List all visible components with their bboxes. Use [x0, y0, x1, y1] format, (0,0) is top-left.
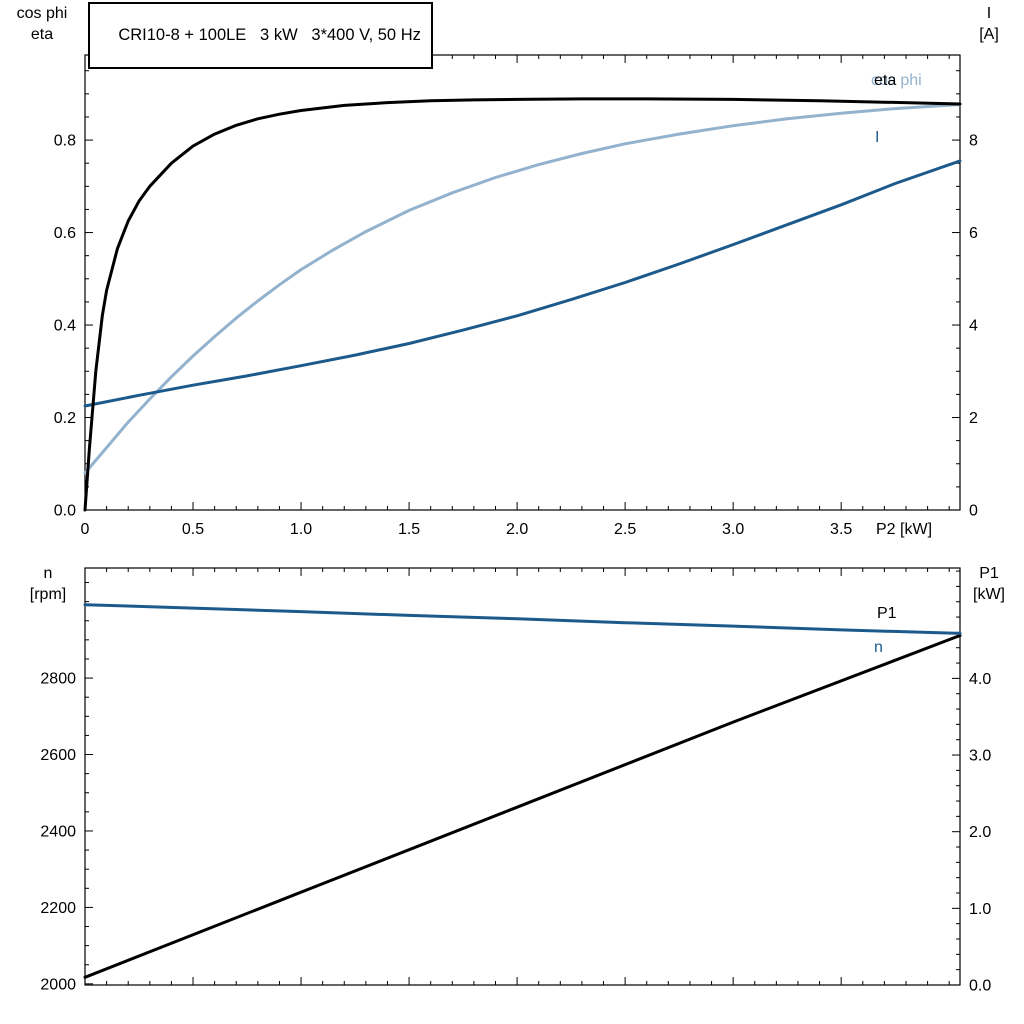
x-tick-label: 0.5	[182, 521, 204, 538]
series-eta	[83, 97, 962, 512]
axis-title-cos-phi: cos phi	[16, 5, 68, 22]
y-right-tick-label: 2.0	[969, 824, 991, 841]
axis-title-current: I	[986, 5, 992, 22]
y-right-tick-label: 4	[969, 318, 978, 335]
y-right-tick-label: 6	[969, 225, 978, 242]
axis-title-p1-unit: [kW]	[973, 585, 1005, 603]
axis-title-p1: P1	[979, 565, 999, 582]
y-left-tick-label: 0.8	[54, 133, 76, 150]
y-right-tick-label: 8	[969, 133, 978, 150]
x-tick-label: 1.5	[398, 521, 420, 538]
axis-title-n: n	[43, 565, 53, 582]
y-left-tick-label: 2200	[40, 900, 76, 917]
x-tick-label: 2.5	[614, 521, 636, 538]
curve-label-p1: P1	[877, 605, 897, 622]
x-tick-label: 1.0	[290, 521, 312, 538]
curve-label-current: I	[875, 129, 880, 146]
y-right-tick-label: 4.0	[969, 671, 991, 688]
x-tick-label: 0	[81, 521, 90, 538]
y-right-tick-label: 2	[969, 410, 978, 427]
x-axis-title-p2: P2 [kW]	[876, 521, 933, 538]
y-left-tick-label: 2400	[40, 823, 76, 840]
lower-left-axis-title: n [rpm]	[12, 564, 84, 606]
x-tick-label: 3.5	[830, 521, 852, 538]
curve-label-eta: eta	[874, 72, 897, 89]
series-P1	[83, 634, 962, 979]
x-tick-label: 2.0	[506, 521, 528, 538]
upper-left-axis-title: cos phi eta	[2, 4, 82, 46]
y-right-tick-label: 0.0	[969, 978, 991, 995]
y-left-tick-label: 0.2	[54, 410, 76, 427]
y-left-tick-label: 0.0	[54, 503, 76, 520]
x-tick-label: 3.0	[722, 521, 744, 538]
y-right-tick-label: 0	[969, 503, 978, 520]
upper-right-axis-title: I [A]	[958, 4, 1020, 46]
upper-chart-frame	[84, 54, 961, 511]
y-left-tick-label: 2800	[40, 671, 76, 688]
lower-chart-frame	[84, 567, 961, 986]
y-left-tick-label: 0.4	[54, 318, 76, 335]
y-right-tick-label: 1.0	[969, 901, 991, 918]
axis-title-n-unit: [rpm]	[29, 585, 67, 603]
y-left-tick-label: 2600	[40, 747, 76, 764]
series-n	[83, 603, 962, 635]
axis-title-current-unit: [A]	[979, 25, 999, 43]
y-left-tick-label: 0.6	[54, 225, 76, 242]
chart-title-box: CRI10-8 + 100LE 3 kW 3*400 V, 50 Hz	[88, 2, 433, 69]
axis-title-eta: eta	[30, 25, 54, 43]
curve-label-n: n	[874, 639, 883, 656]
curve-label-cos-phi: cos phi	[871, 72, 922, 89]
lower-right-axis-title: P1 [kW]	[956, 564, 1022, 606]
y-right-tick-label: 3.0	[969, 748, 991, 765]
series-cos-phi	[83, 103, 962, 475]
chart-title: CRI10-8 + 100LE 3 kW 3*400 V, 50 Hz	[118, 26, 421, 44]
series-I	[83, 159, 962, 408]
y-left-tick-label: 2000	[40, 976, 76, 993]
